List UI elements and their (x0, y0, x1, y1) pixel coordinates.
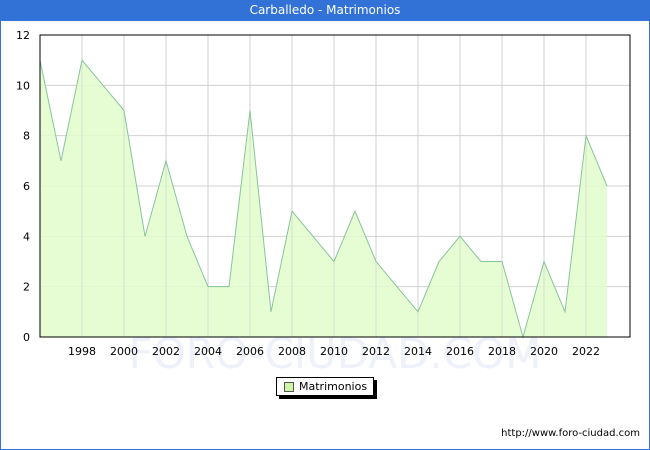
x-tick-label: 2004 (194, 345, 222, 358)
y-tick-label: 12 (16, 29, 30, 42)
y-tick-label: 4 (23, 230, 30, 243)
x-tick-label: 1998 (68, 345, 96, 358)
x-tick-label: 2000 (110, 345, 138, 358)
source-url: http://www.foro-ciudad.com (501, 428, 640, 439)
x-tick-label: 2006 (236, 345, 264, 358)
x-tick-label: 2020 (530, 345, 558, 358)
x-tick-label: 2014 (404, 345, 432, 358)
x-tick-label: 2016 (446, 345, 474, 358)
legend: Matrimonios (276, 377, 374, 396)
x-tick-label: 2008 (278, 345, 306, 358)
chart-title: Carballedo - Matrimonios (0, 0, 650, 21)
x-tick-label: 2022 (572, 345, 600, 358)
y-tick-label: 0 (23, 331, 30, 344)
y-tick-label: 10 (16, 79, 30, 92)
plot-border (39, 34, 631, 338)
x-tick-label: 2002 (152, 345, 180, 358)
x-tick-label: 2010 (320, 345, 348, 358)
x-tick-label: 2018 (488, 345, 516, 358)
data-line (39, 59, 608, 339)
y-tick-label: 2 (23, 281, 30, 294)
y-tick-label: 6 (23, 180, 30, 193)
y-tick-label: 8 (23, 130, 30, 143)
legend-label: Matrimonios (299, 380, 368, 393)
area-fill (40, 60, 607, 338)
legend-swatch (284, 382, 294, 392)
x-tick-label: 2012 (362, 345, 390, 358)
